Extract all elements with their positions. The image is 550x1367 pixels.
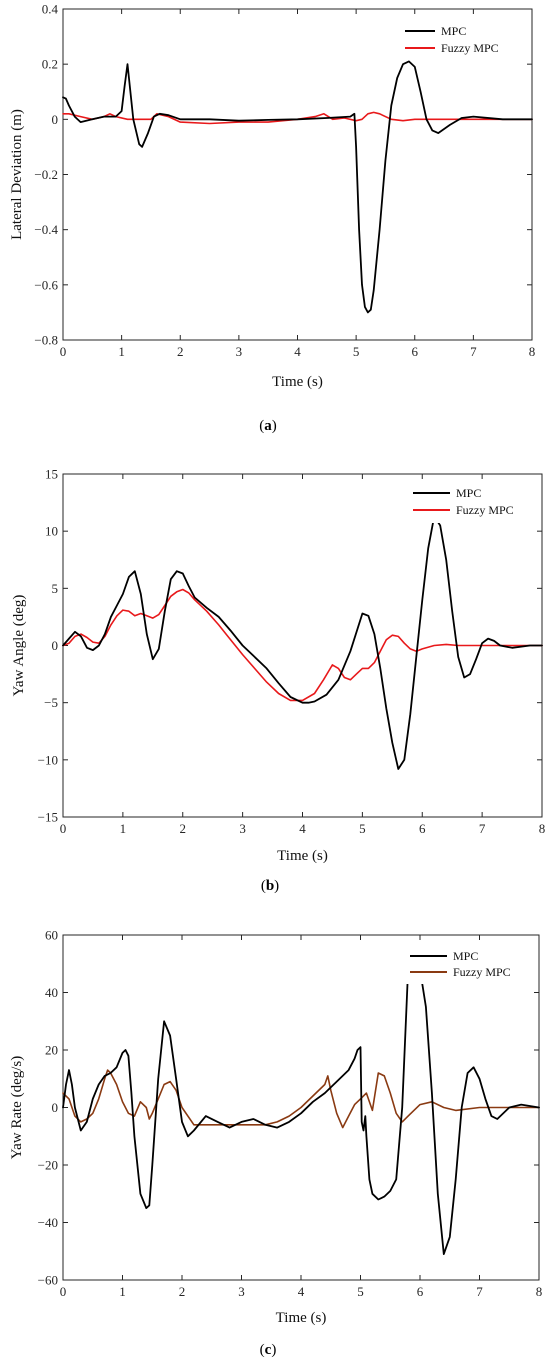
legend-label-mpc-b: MPC [456,486,481,500]
y-tick-label-a: −0.4 [34,222,58,237]
y-tick-label-c: 60 [45,928,58,943]
y-tick-label-b: 10 [45,524,58,539]
legend-b: MPC Fuzzy MPC [408,485,537,523]
x-axis-label-b: Time (s) [277,848,328,864]
panel-caption-a: (a) [259,418,277,434]
legend-label-mpc-a: MPC [441,24,466,38]
series-line-fuzzy-mpc-b [62,588,543,702]
x-tick-label-c: 5 [357,1284,364,1299]
panel-letter-a: a [264,418,272,434]
x-tick-label-b: 6 [419,821,426,836]
x-axis-label-c: Time (s) [276,1310,327,1326]
x-tick-label-a: 6 [412,344,419,359]
x-tick-label-a: 4 [294,344,301,359]
x-tick-label-a: 5 [353,344,360,359]
panel-caption-b: (b) [261,878,279,894]
y-axis-label-a: Lateral Deviation (m) [9,109,25,240]
panel-b: 0 1 2 3 4 5 6 7 8 15 10 5 0 −5 −10 −15 Time (s) Yaw Ang… [11,467,545,895]
x-tick-label-a: 1 [118,344,125,359]
x-tick-label-a: 3 [236,344,243,359]
y-tick-label-c: −40 [38,1215,58,1230]
panel-c: 0 1 2 3 4 5 6 7 8 60 40 20 0 −20 −40 −60 Time (s) Yaw R… [9,928,542,1359]
x-tick-label-c: 0 [60,1284,67,1299]
x-tick-label-c: 1 [119,1284,126,1299]
x-tick-label-b: 0 [60,821,67,836]
series-a [62,60,533,314]
ticks-a: 0 1 2 3 4 5 6 7 8 0.4 0.2 0 −0.2 −0.4 −0.6 −0.8 [34,2,535,360]
x-tick-label-a: 2 [177,344,184,359]
legend-label-fuzzy-mpc-c: Fuzzy MPC [453,965,511,979]
legend-box-c [405,946,534,984]
y-tick-label-b: 0 [52,638,59,653]
x-tick-label-b: 4 [299,821,306,836]
x-tick-label-a: 0 [60,344,67,359]
y-tick-label-b: 5 [52,581,59,596]
x-axis-label-a: Time (s) [272,374,323,390]
legend-box-a [400,20,527,58]
legend-box-b [408,485,537,523]
y-tick-label-b: −15 [38,810,58,825]
x-tick-label-a: 8 [529,344,536,359]
series-line-mpc-b [62,515,543,770]
legend-label-fuzzy-mpc-a: Fuzzy MPC [441,41,499,55]
x-tick-label-b: 1 [120,821,127,836]
y-axis-label-b: Yaw Angle (deg) [11,595,27,697]
y-tick-label-b: −5 [44,695,58,710]
series-c [62,960,540,1255]
x-tick-label-b: 2 [180,821,187,836]
y-axis-label-c: Yaw Rate (deg/s) [9,1056,25,1159]
x-tick-label-b: 3 [239,821,246,836]
x-tick-label-c: 2 [179,1284,186,1299]
series-line-fuzzy-mpc-a [62,111,533,125]
y-tick-label-c: 0 [52,1100,59,1115]
x-tick-label-c: 7 [476,1284,483,1299]
x-tick-label-c: 3 [238,1284,245,1299]
plot-area-a [62,8,533,341]
legend-label-fuzzy-mpc-b: Fuzzy MPC [456,503,514,517]
x-tick-label-a: 7 [470,344,477,359]
y-tick-label-a: 0.2 [42,57,58,72]
x-tick-label-b: 7 [479,821,486,836]
legend-c: MPC Fuzzy MPC [405,946,534,984]
panel-caption-c: (c) [260,1342,277,1358]
x-tick-label-b: 8 [539,821,546,836]
x-tick-label-c: 6 [417,1284,424,1299]
y-tick-label-c: −20 [38,1158,58,1173]
legend-label-mpc-c: MPC [453,949,478,963]
y-tick-label-a: 0 [52,112,59,127]
ticks-b: 0 1 2 3 4 5 6 7 8 15 10 5 0 −5 −10 −15 [38,467,546,837]
series-line-mpc-c [62,960,540,1255]
y-tick-label-c: 20 [45,1043,58,1058]
panel-letter-b: b [266,878,274,894]
legend-a: MPC Fuzzy MPC [400,20,527,58]
ticks-c: 0 1 2 3 4 5 6 7 8 60 40 20 0 −20 −40 −60 [38,928,543,1300]
y-tick-label-a: −0.6 [34,277,58,292]
series-line-fuzzy-mpc-c [62,1069,540,1129]
y-tick-label-a: −0.2 [34,167,58,182]
y-tick-label-c: −60 [38,1273,58,1288]
y-tick-label-b: −10 [38,752,58,767]
y-tick-label-a: 0.4 [42,2,59,17]
y-tick-label-a: −0.8 [34,333,58,348]
panel-letter-c: c [265,1342,272,1358]
y-tick-label-b: 15 [45,467,58,482]
series-b [62,515,543,770]
x-tick-label-c: 8 [536,1284,543,1299]
panel-a: 0 1 2 3 4 5 6 7 8 0.4 0.2 0 −0.2 −0.4 −0.6 −0.8 Time (s… [9,2,535,435]
x-tick-label-c: 4 [298,1284,305,1299]
series-line-mpc-a [62,60,533,314]
x-tick-label-b: 5 [359,821,366,836]
y-tick-label-c: 40 [45,985,58,1000]
